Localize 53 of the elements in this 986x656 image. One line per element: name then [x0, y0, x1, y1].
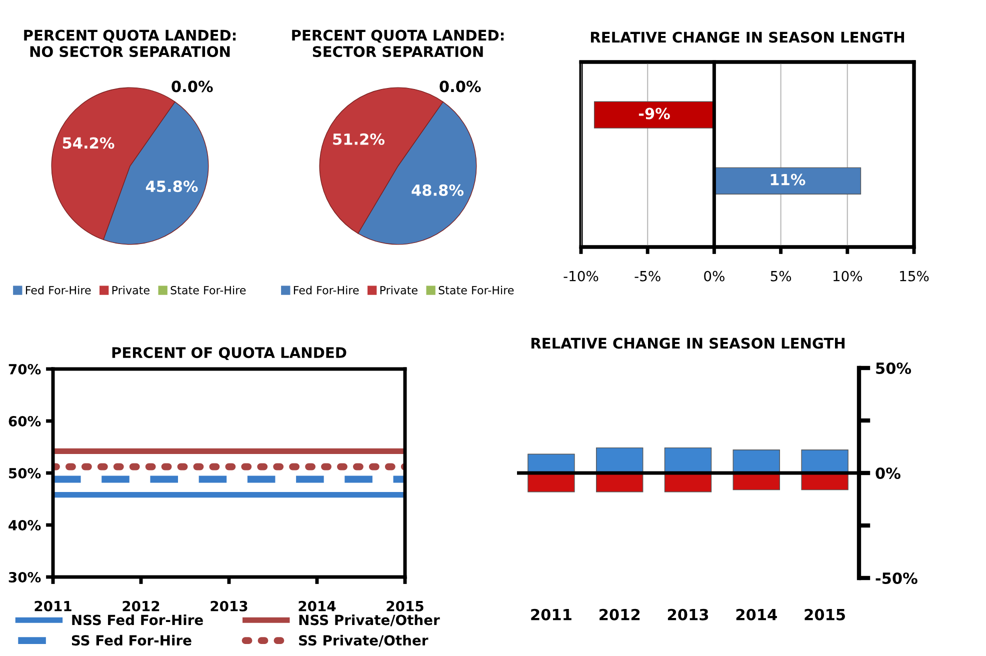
- x-tick-label: 2012: [122, 600, 160, 612]
- bar: [664, 447, 712, 474]
- x-tick-label: 15%: [900, 270, 929, 282]
- x-tick-label: 2011: [34, 600, 72, 612]
- legend-label: State For-Hire: [438, 286, 514, 294]
- y-tick-label: 50%: [9, 468, 41, 478]
- x-tick-label: 2014: [298, 600, 336, 612]
- data-label: 11%: [770, 174, 806, 186]
- bar: [596, 447, 644, 474]
- legend-label: NSS Fed For-Hire: [72, 614, 203, 626]
- chart-title: PERCENT QUOTA LANDED: SECTOR SEPARATION: [292, 30, 504, 58]
- text: 0.0%: [172, 80, 213, 92]
- x-tick-label: 2013: [668, 608, 708, 620]
- y-tick-label: 40%: [8, 520, 41, 530]
- x-tick-label: 5%: [770, 270, 792, 282]
- legend-label: State For-Hire: [170, 286, 246, 294]
- y-tick-label: -50%: [876, 572, 918, 584]
- legend-label: SS Private/Other: [299, 634, 428, 647]
- x-tick-label: 2011: [531, 608, 572, 620]
- x-tick-label: 2015: [386, 600, 424, 612]
- x-tick-label: 10%: [833, 270, 862, 282]
- x-tick-label: 2013: [210, 600, 248, 612]
- x-tick-label: 2012: [600, 608, 640, 620]
- chart-title: PERCENT QUOTA LANDED: NO SECTOR SEPARATION: [24, 30, 236, 58]
- data-label: 51.2%: [333, 133, 384, 145]
- chart-title: PERCENT OF QUOTA LANDED: [112, 347, 346, 360]
- x-tick-label: -10%: [564, 270, 598, 282]
- data-label: 48.8%: [412, 184, 464, 196]
- chart-title: RELATIVE CHANGE IN SEASON LENGTH: [531, 338, 845, 349]
- text: 0.0%: [440, 80, 481, 92]
- legend-label: Fed For-Hire: [294, 286, 359, 294]
- data-label: 54.2%: [62, 137, 114, 149]
- chart-title: RELATIVE CHANGE IN SEASON LENGTH: [590, 32, 904, 43]
- x-tick-label: 2015: [804, 608, 845, 620]
- data-label: 45.8%: [146, 180, 198, 192]
- y-tick-label: 50%: [876, 362, 912, 374]
- y-tick-label: 30%: [8, 572, 41, 582]
- legend-label: Private: [380, 286, 418, 294]
- y-tick-label: 60%: [8, 416, 41, 426]
- y-tick-label: 70%: [8, 364, 41, 374]
- y-tick-label: 0%: [876, 467, 900, 480]
- legend-label: SS Fed For-Hire: [72, 634, 192, 646]
- legend-label: Fed For-Hire: [26, 286, 91, 294]
- x-tick-label: 0%: [704, 270, 724, 282]
- bar: [528, 454, 575, 474]
- bar: [732, 450, 780, 474]
- legend-label: Private: [112, 286, 150, 294]
- bar: [801, 450, 848, 474]
- x-tick-label: -5%: [634, 270, 660, 282]
- x-tick-label: 2014: [736, 608, 777, 620]
- bar: [528, 472, 575, 492]
- legend-label: NSS Private/Other: [299, 614, 440, 626]
- data-label: -9%: [638, 108, 670, 120]
